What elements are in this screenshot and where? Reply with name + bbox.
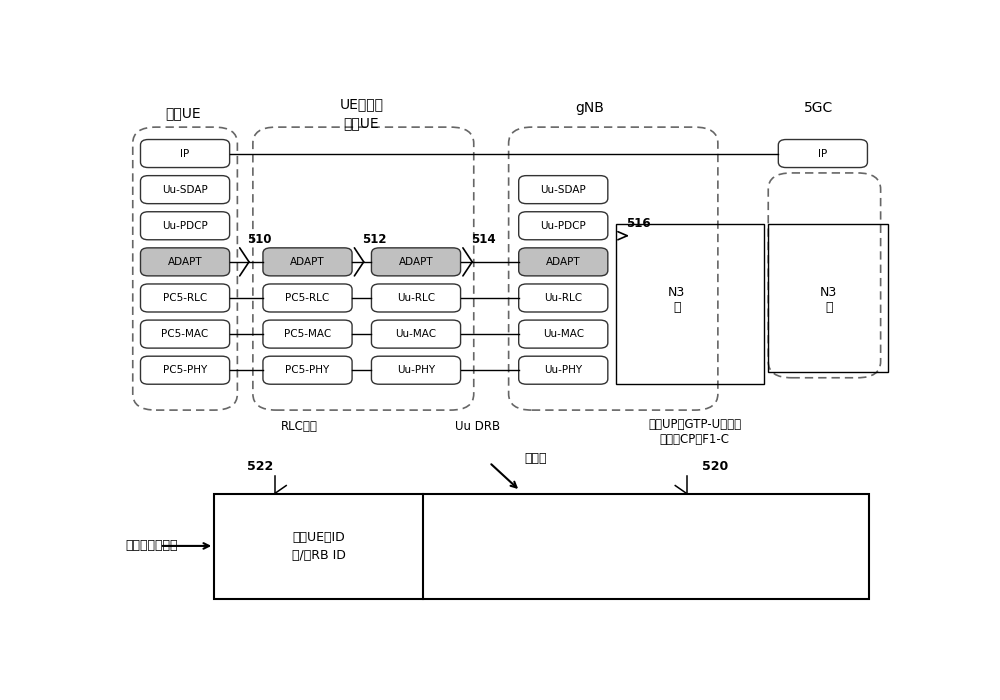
FancyBboxPatch shape: [519, 356, 608, 384]
Text: ADAPT: ADAPT: [399, 257, 433, 267]
Text: Uu-PHY: Uu-PHY: [544, 365, 582, 375]
FancyBboxPatch shape: [519, 211, 608, 240]
Text: 522: 522: [248, 460, 274, 473]
FancyBboxPatch shape: [519, 284, 608, 312]
FancyBboxPatch shape: [371, 284, 461, 312]
Text: 520: 520: [702, 460, 729, 473]
Text: Uu-RLC: Uu-RLC: [397, 293, 435, 303]
Text: 510: 510: [247, 232, 272, 246]
Text: Uu-PDCP: Uu-PDCP: [162, 220, 208, 231]
Text: 远程UE的ID
和/或RB ID: 远程UE的ID 和/或RB ID: [292, 531, 346, 561]
FancyBboxPatch shape: [140, 320, 230, 348]
FancyBboxPatch shape: [371, 248, 461, 276]
Text: PC5-RLC: PC5-RLC: [285, 293, 330, 303]
Text: 514: 514: [471, 232, 495, 246]
Text: 远程UE: 远程UE: [165, 106, 201, 120]
FancyBboxPatch shape: [263, 284, 352, 312]
FancyBboxPatch shape: [140, 139, 230, 167]
FancyBboxPatch shape: [140, 284, 230, 312]
FancyBboxPatch shape: [263, 320, 352, 348]
FancyBboxPatch shape: [519, 176, 608, 204]
FancyBboxPatch shape: [263, 248, 352, 276]
Text: IP: IP: [818, 148, 828, 158]
Text: 用于UP的GTP-U隙道、
或用于CP的F1-C: 用于UP的GTP-U隙道、 或用于CP的F1-C: [648, 418, 741, 446]
Text: PC5-RLC: PC5-RLC: [163, 293, 207, 303]
FancyBboxPatch shape: [519, 320, 608, 348]
FancyBboxPatch shape: [140, 356, 230, 384]
Text: PC5-MAC: PC5-MAC: [161, 329, 209, 339]
Text: 适配层的子报头: 适配层的子报头: [125, 540, 178, 552]
Text: Uu-SDAP: Uu-SDAP: [162, 185, 208, 195]
Text: 适配层: 适配层: [524, 452, 547, 465]
Text: UE到网络
中继UE: UE到网络 中继UE: [339, 97, 383, 130]
FancyBboxPatch shape: [371, 356, 461, 384]
Text: Uu-PDCP: Uu-PDCP: [540, 220, 586, 231]
Text: Uu DRB: Uu DRB: [455, 420, 500, 433]
Text: PC5-PHY: PC5-PHY: [163, 365, 207, 375]
Text: PC5-MAC: PC5-MAC: [284, 329, 331, 339]
Text: 5GC: 5GC: [804, 102, 833, 116]
Text: Uu-RLC: Uu-RLC: [544, 293, 582, 303]
Text: ADAPT: ADAPT: [290, 257, 325, 267]
Text: N3
栈: N3 栈: [820, 286, 837, 314]
Text: IP: IP: [180, 148, 190, 158]
Text: PC5-PHY: PC5-PHY: [285, 365, 330, 375]
Text: Uu-SDAP: Uu-SDAP: [540, 185, 586, 195]
Bar: [616, 224, 764, 384]
Text: gNB: gNB: [576, 102, 604, 116]
FancyBboxPatch shape: [519, 248, 608, 276]
Text: Uu-PHY: Uu-PHY: [397, 365, 435, 375]
FancyBboxPatch shape: [371, 320, 461, 348]
FancyBboxPatch shape: [140, 248, 230, 276]
FancyBboxPatch shape: [140, 211, 230, 240]
FancyBboxPatch shape: [140, 176, 230, 204]
Bar: [768, 224, 888, 372]
Bar: [214, 494, 869, 598]
Text: Uu-MAC: Uu-MAC: [395, 329, 437, 339]
Text: ADAPT: ADAPT: [168, 257, 202, 267]
Text: ADAPT: ADAPT: [546, 257, 581, 267]
Text: 512: 512: [362, 232, 387, 246]
Text: 516: 516: [626, 216, 650, 230]
Text: N3
栈: N3 栈: [668, 286, 685, 314]
Text: RLC信道: RLC信道: [281, 420, 318, 433]
FancyBboxPatch shape: [263, 356, 352, 384]
Text: Uu-MAC: Uu-MAC: [543, 329, 584, 339]
FancyBboxPatch shape: [778, 139, 867, 167]
